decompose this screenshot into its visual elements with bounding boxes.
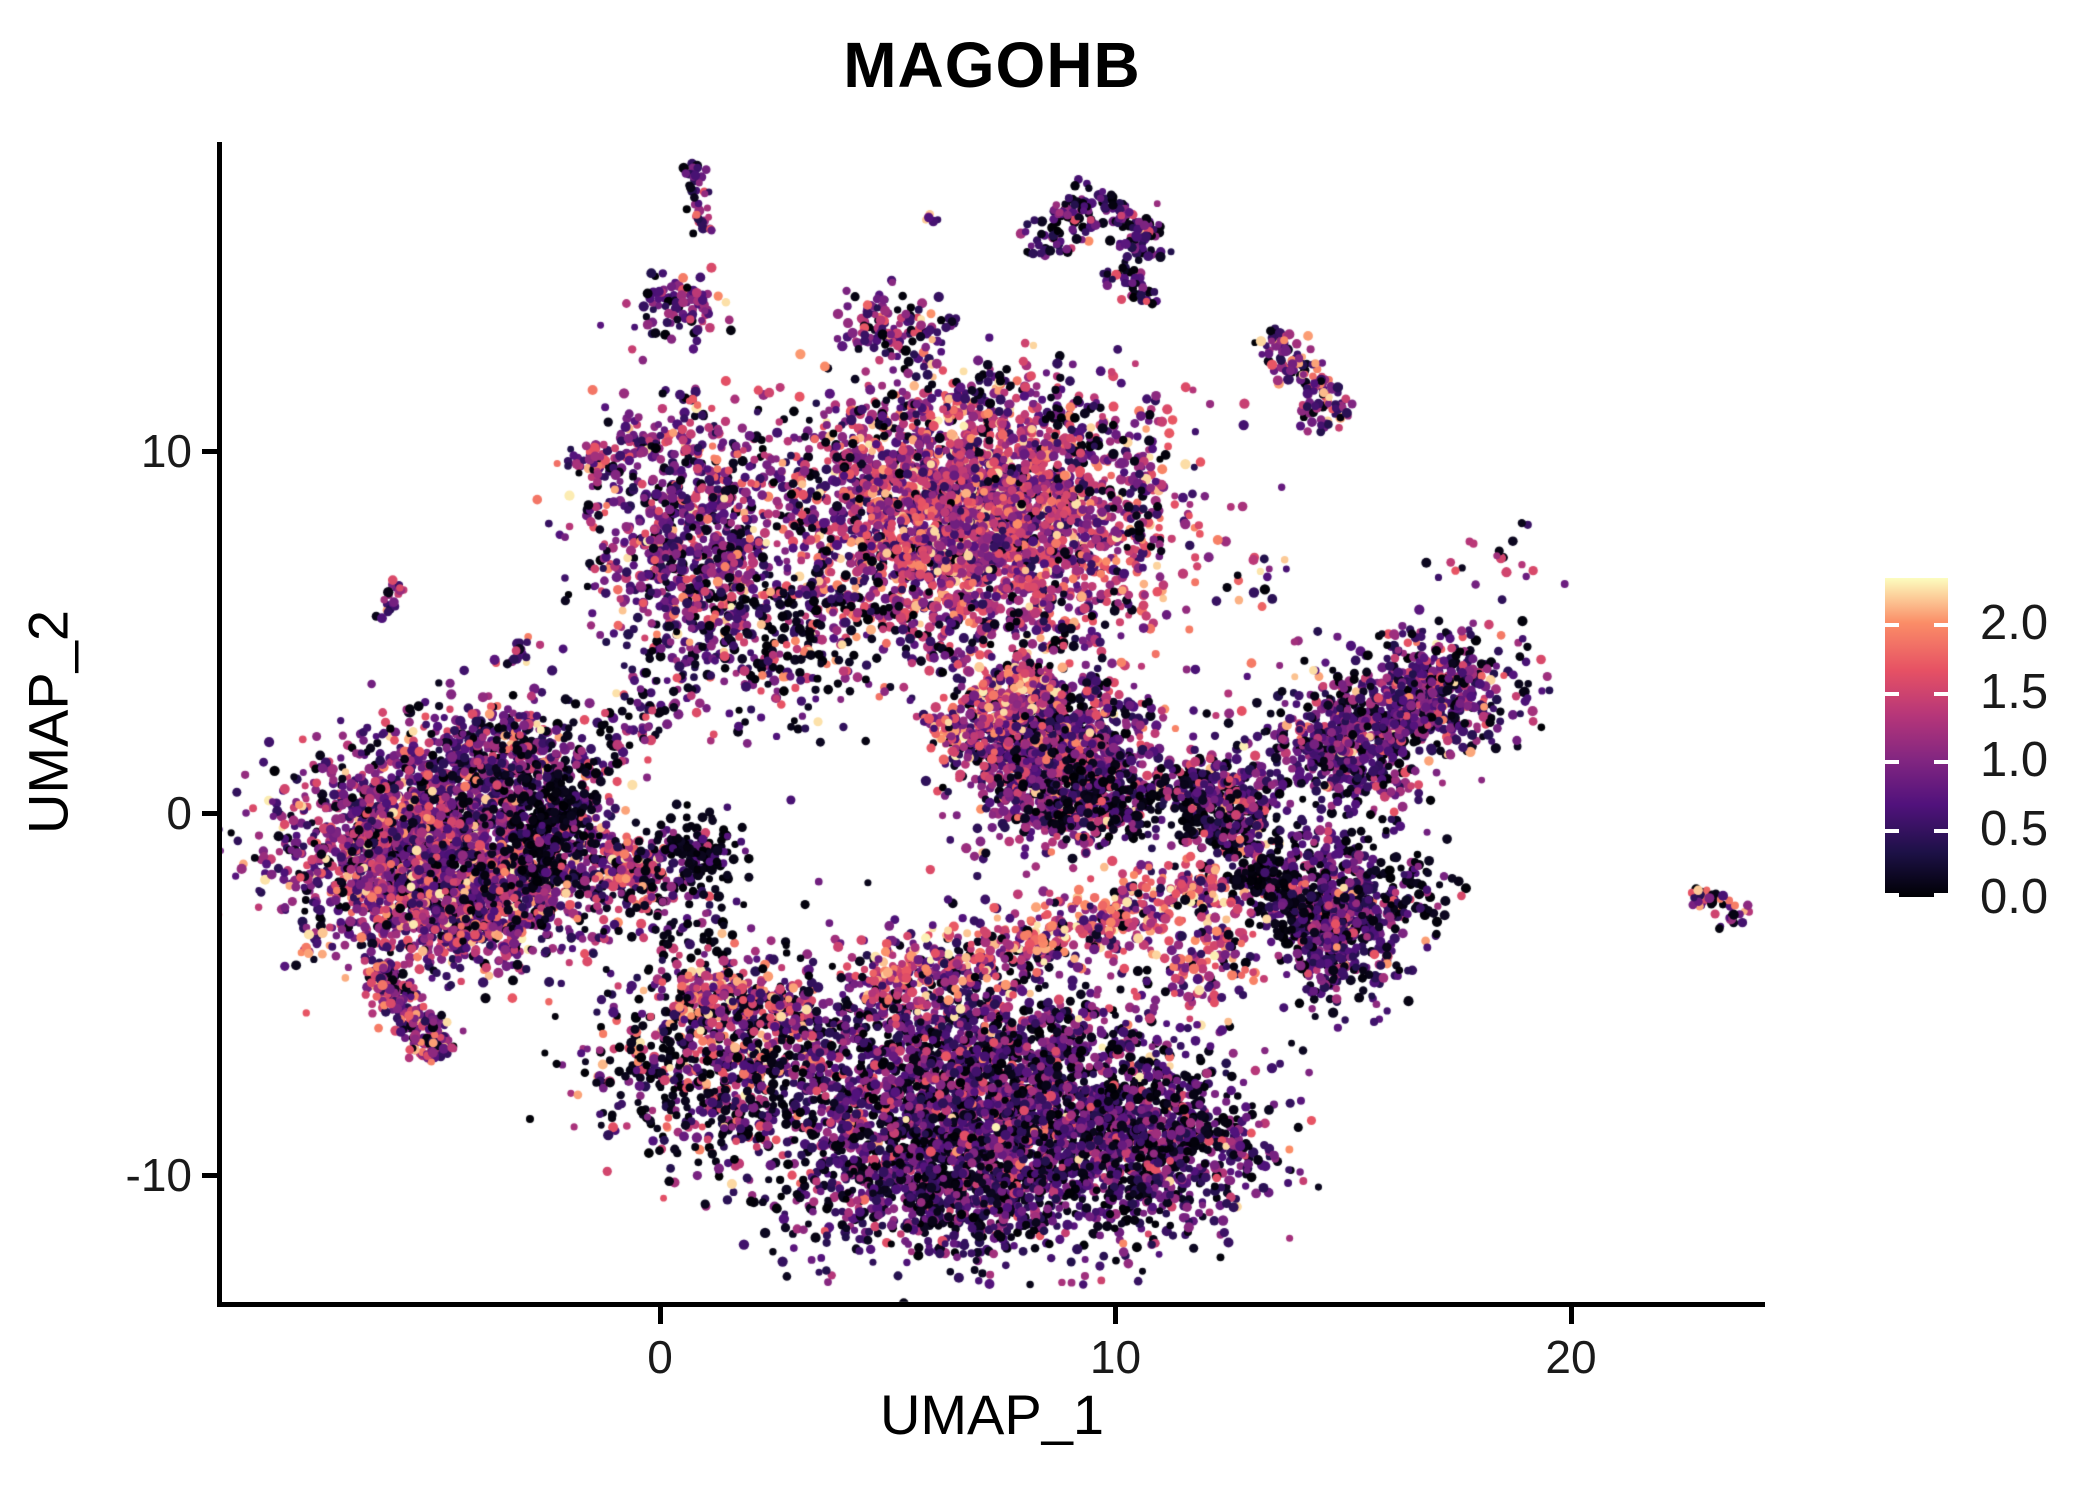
y-tick-mark: [202, 1172, 219, 1178]
colorbar-label: 0.5: [1980, 801, 2049, 856]
colorbar-label: 1.5: [1980, 664, 2049, 719]
x-axis-line: [217, 1302, 1765, 1307]
colorbar-label: 0.0: [1980, 870, 2049, 924]
y-axis-title-text: UMAP_2: [16, 609, 80, 835]
y-tick-mark: [202, 810, 219, 816]
colorbar-tick-mark: [1934, 623, 1948, 628]
colorbar-label: 1.0: [1980, 733, 2049, 788]
x-axis-title: UMAP_1: [879, 1383, 1105, 1446]
x-tick-label: 20: [1545, 1331, 1597, 1383]
colorbar-label: 2.0: [1980, 596, 2049, 651]
colorbar-tick-mark: [1885, 893, 1899, 897]
colorbar-tick-mark: [1885, 623, 1899, 628]
colorbar-tick-mark: [1885, 691, 1899, 696]
colorbar-tick-mark: [1934, 828, 1948, 833]
colorbar-tick-mark: [1885, 760, 1899, 765]
colorbar-gradient: [1885, 578, 1948, 897]
y-tick-label: 10: [140, 425, 192, 477]
colorbar-tick-mark: [1934, 691, 1948, 696]
x-tick-mark: [657, 1307, 663, 1324]
x-tick-mark: [1568, 1307, 1574, 1324]
colorbar-tick-mark: [1885, 828, 1899, 833]
x-tick-label: 0: [647, 1331, 673, 1383]
x-tick-mark: [1113, 1307, 1118, 1324]
colorbar-tick-mark: [1934, 893, 1948, 897]
y-tick-mark: [202, 448, 219, 454]
colorbar-tick-mark: [1934, 760, 1948, 765]
x-tick-label: 10: [1089, 1331, 1142, 1383]
y-tick-label: 0: [166, 787, 192, 839]
y-axis-line: [217, 142, 222, 1307]
y-tick-label: -10: [125, 1149, 192, 1201]
